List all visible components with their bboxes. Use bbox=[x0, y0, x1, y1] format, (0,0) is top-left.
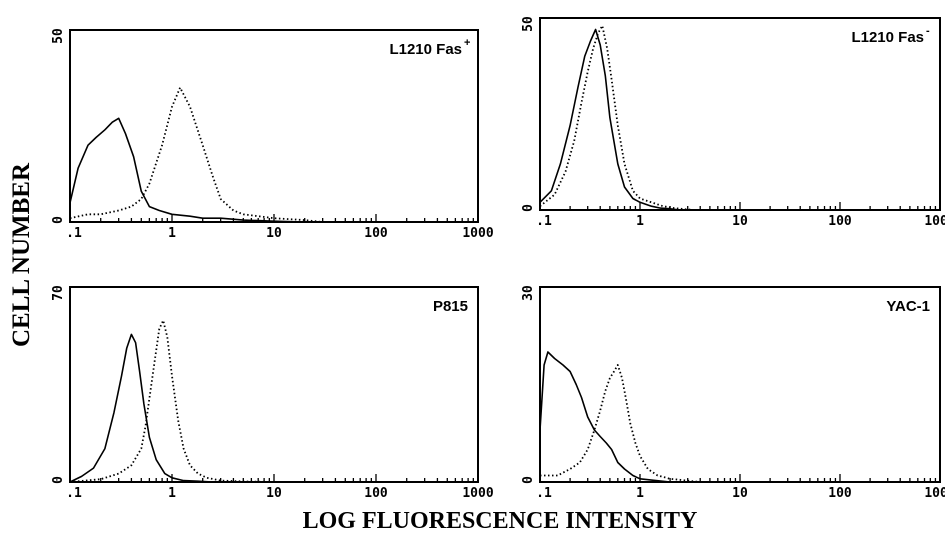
series-dotted-line bbox=[69, 319, 275, 483]
y-tick-label: 30 bbox=[521, 285, 536, 301]
y-tick-label: 0 bbox=[51, 476, 66, 484]
x-tick-label: 100 bbox=[364, 486, 388, 501]
series-dotted-line bbox=[540, 364, 701, 483]
y-axis-title: CELL NUMBER bbox=[2, 90, 42, 420]
x-tick-label: .1 bbox=[66, 486, 82, 501]
panel-bottom-left: .1 1 10 100 1000 0 70 P815 bbox=[51, 285, 494, 501]
x-tick-label: 1000 bbox=[462, 226, 493, 241]
x-tick-label: 10 bbox=[266, 226, 282, 241]
plot-frame bbox=[539, 286, 941, 483]
y-tick-label: 0 bbox=[521, 476, 536, 484]
x-tick-label: 1000 bbox=[462, 486, 493, 501]
panel-label: YAC-1 bbox=[886, 298, 930, 315]
y-tick-label: 50 bbox=[521, 16, 536, 32]
series-solid-line bbox=[539, 351, 701, 483]
series-solid-line bbox=[69, 333, 274, 483]
x-tick-label: 1 bbox=[636, 486, 644, 501]
x-tick-label: .1 bbox=[536, 486, 552, 501]
x-tick-label: 100 bbox=[828, 486, 852, 501]
plot-frame bbox=[69, 29, 479, 223]
x-axis-title: LOG FLUORESCENCE INTENSITY bbox=[302, 508, 698, 534]
y-tick-label: 0 bbox=[51, 216, 66, 224]
panel-label-superscript: - bbox=[926, 25, 930, 37]
y-tick-label: 70 bbox=[51, 285, 66, 301]
plot-frame bbox=[69, 286, 479, 483]
panel-label: L1210 Fas bbox=[389, 41, 462, 58]
y-tick-label: 0 bbox=[521, 204, 536, 212]
x-tick-label: 100 bbox=[828, 214, 852, 229]
series-dotted-line bbox=[539, 24, 695, 211]
x-tick-label: 1000 bbox=[924, 486, 945, 501]
x-tick-label: 10 bbox=[732, 486, 748, 501]
series-dotted-line bbox=[69, 86, 323, 223]
series-solid-line bbox=[69, 117, 323, 223]
series-solid-line bbox=[539, 28, 688, 211]
x-tick-label: 10 bbox=[266, 486, 282, 501]
y-tick-label: 50 bbox=[51, 28, 66, 44]
x-tick-label: 10 bbox=[732, 214, 748, 229]
x-tick-label: 1 bbox=[636, 214, 644, 229]
panel-top-left: .1 1 10 100 1000 0 50 L1210 Fas + bbox=[51, 28, 494, 241]
x-tick-label: 1000 bbox=[924, 214, 945, 229]
x-tick-label: 1 bbox=[168, 486, 176, 501]
x-tick-label: .1 bbox=[66, 226, 82, 241]
panel-label: P815 bbox=[433, 298, 468, 315]
x-tick-label: 1 bbox=[168, 226, 176, 241]
panel-top-right: .1 1 10 100 1000 0 50 L1210 Fas- bbox=[521, 16, 945, 229]
panel-bottom-right: .1 1 10 100 1000 0 30 YAC-1 bbox=[521, 285, 945, 501]
y-axis-title-text: CELL NUMBER bbox=[8, 162, 35, 348]
x-tick-label: 100 bbox=[364, 226, 388, 241]
panel-label: L1210 Fas bbox=[851, 29, 924, 46]
x-tick-label: .1 bbox=[536, 214, 552, 229]
panel-label-superscript: + bbox=[464, 37, 470, 49]
